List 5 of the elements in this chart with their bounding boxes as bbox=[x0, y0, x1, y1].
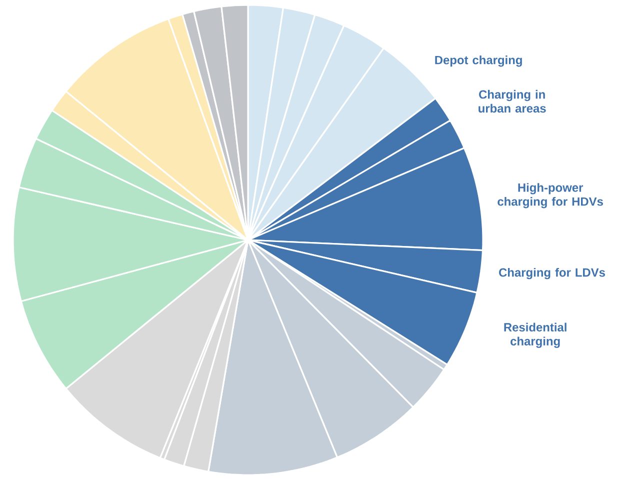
slice-label: Charging for LDVs bbox=[499, 268, 605, 280]
slice-label: Charging in urban areas bbox=[478, 90, 546, 113]
slice-label: Depot charging bbox=[435, 56, 522, 67]
slice-label: High-power charging for HDVs bbox=[498, 183, 603, 208]
slice-label: Residential charging bbox=[504, 322, 566, 348]
